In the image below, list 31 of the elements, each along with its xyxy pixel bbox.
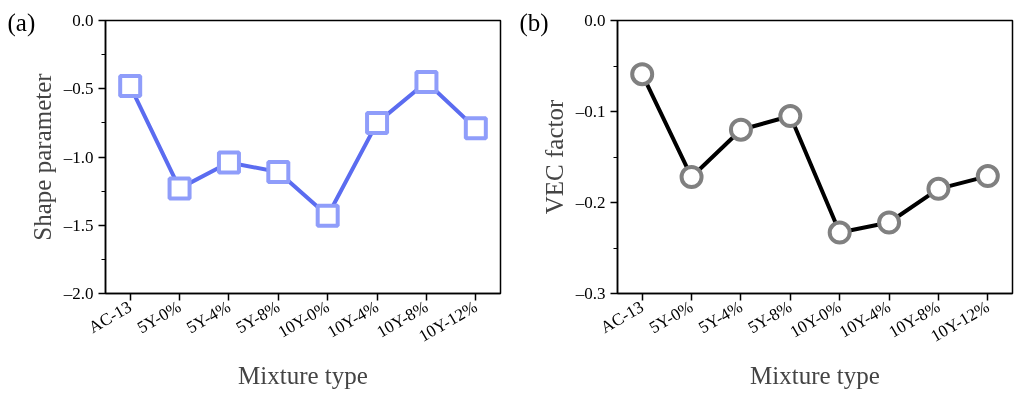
- point: [167, 176, 192, 201]
- y-tick-label: –2.0: [62, 284, 94, 303]
- y-tick-label: –1.0: [62, 147, 94, 167]
- y-tick-label: 0.0: [72, 11, 94, 30]
- point: [463, 116, 488, 141]
- text: (b): [519, 8, 549, 37]
- point: [877, 210, 902, 235]
- y-axis-title: VEC factor: [540, 99, 568, 215]
- y-tick-label: –1.5: [62, 215, 94, 235]
- point: [827, 220, 852, 245]
- y-tick-label: –0.1: [574, 102, 606, 121]
- point: [975, 164, 1000, 189]
- y-axis-title: Shape parameter: [28, 72, 56, 241]
- point: [926, 176, 951, 201]
- y-tick-label: –0.3: [574, 284, 606, 303]
- point: [778, 104, 803, 129]
- point: [679, 165, 704, 189]
- point: [216, 150, 241, 175]
- x-axis-title: Mixture type: [750, 362, 880, 390]
- point: [414, 69, 439, 94]
- y-tick-label: –0.2: [574, 193, 606, 212]
- point: [315, 203, 340, 228]
- point: [630, 62, 655, 87]
- point: [365, 110, 390, 135]
- y-tick-label: 0.0: [584, 11, 606, 30]
- x-axis-title: Mixture type: [238, 362, 368, 390]
- point: [728, 117, 753, 142]
- point: [118, 74, 143, 99]
- point: [266, 160, 291, 185]
- y-tick-label: –0.5: [62, 79, 94, 99]
- text: (a): [7, 8, 36, 37]
